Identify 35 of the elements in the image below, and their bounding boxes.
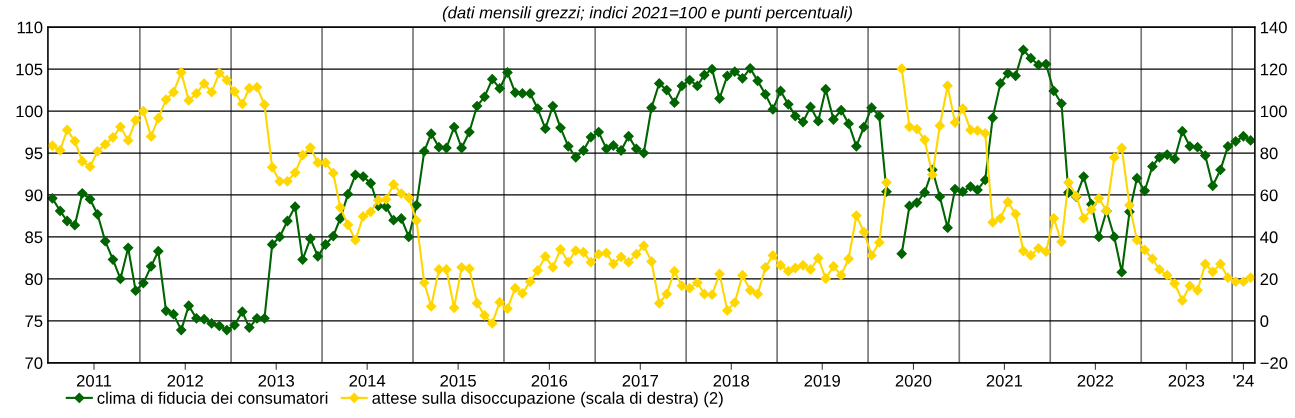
y2-tick-label: 0 <box>1260 315 1269 328</box>
y-tick-label: 100 <box>16 105 43 118</box>
x-tick-label: 2013 <box>258 374 294 387</box>
legend-label: attese sulla disoccupazione (scala di destra) (2) <box>372 391 723 408</box>
y-tick-label: 70 <box>25 357 43 370</box>
y2-tick-label: 140 <box>1260 21 1287 34</box>
y2-tick-label: 100 <box>1260 105 1287 118</box>
chart-subtitle: (dati mensili grezzi; indici 2021=100 e punti percentuali) <box>442 6 852 22</box>
x-tick-label: 2017 <box>622 374 658 387</box>
x-tick-label: 2020 <box>895 374 932 387</box>
y-tick-label: 110 <box>17 21 43 34</box>
x-tick-label: 2011 <box>76 374 112 387</box>
x-tick-label: 2014 <box>349 374 386 387</box>
y2-tick-label: 20 <box>1260 273 1278 286</box>
x-tick-label: '24 <box>1233 374 1254 387</box>
x-tick-label: 2015 <box>440 374 476 387</box>
x-tick-label: 2018 <box>713 374 750 387</box>
y-tick-label: 95 <box>25 147 43 160</box>
y-tick-label: 75 <box>25 315 43 328</box>
x-tick-label: 2019 <box>804 374 840 387</box>
y2-tick-label: 80 <box>1260 147 1278 160</box>
y2-tick-label: −20 <box>1260 357 1288 370</box>
x-tick-label: 2021 <box>986 374 1023 387</box>
y2-tick-label: 60 <box>1260 189 1278 202</box>
x-tick-label: 2023 <box>1168 374 1205 387</box>
legend-label: clima di fiducia dei consumatori <box>97 391 328 404</box>
x-tick-label: 2012 <box>167 374 203 387</box>
x-tick-label: 2022 <box>1077 374 1114 387</box>
y-tick-label: 105 <box>16 63 43 76</box>
y-tick-label: 85 <box>25 231 43 244</box>
y2-tick-label: 120 <box>1260 63 1287 76</box>
y-tick-label: 90 <box>25 189 43 202</box>
y2-tick-label: 40 <box>1260 231 1278 244</box>
y-tick-label: 80 <box>25 273 43 286</box>
x-tick-label: 2016 <box>531 374 568 387</box>
